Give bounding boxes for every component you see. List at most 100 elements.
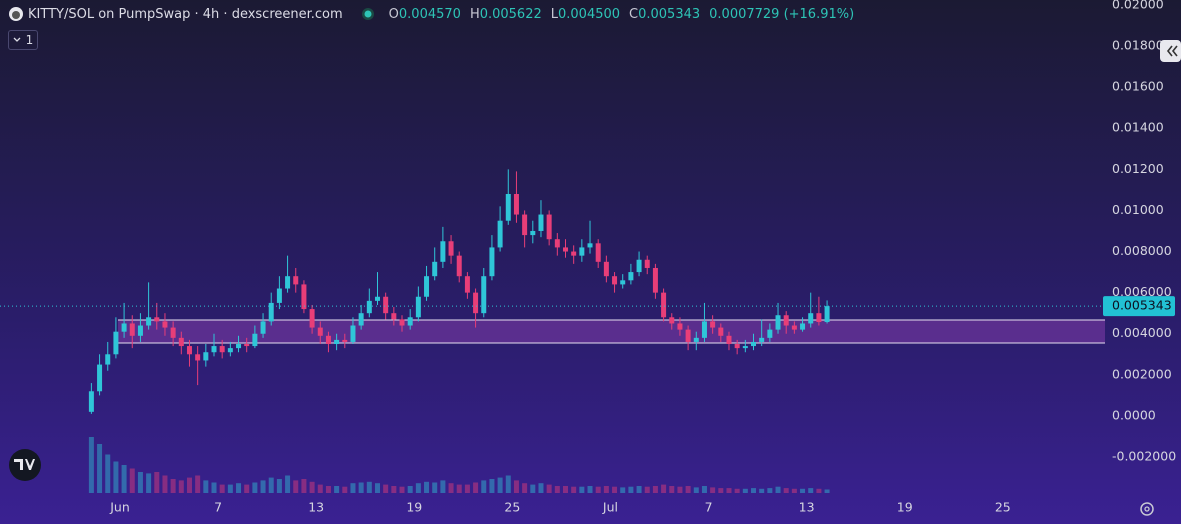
volume-bar [317,484,323,493]
volume-bar [137,472,143,493]
high-value: 0.005622 [479,6,542,22]
volume-bar [636,486,642,493]
y-tick-label: 0.004000 [1112,325,1172,340]
candle-body [186,346,192,355]
candle-body [448,241,454,256]
candle-body [366,300,372,314]
candle-body [620,280,626,285]
volume-bar [783,488,789,493]
volume-bar [424,481,430,493]
candle-body [309,309,315,328]
volume-bar [374,483,380,493]
candle-body [293,276,299,285]
candle-body [824,306,830,323]
x-tick-label: 19 [406,500,422,515]
volume-bar [276,479,282,493]
candle-body [759,337,765,342]
volume-bar [285,475,291,493]
volume-bar [481,480,487,493]
candle-body [661,292,667,318]
volume-bar [407,486,413,493]
candle-body [342,339,348,342]
candle-body [391,313,397,320]
y-tick-label: 0.006000 [1112,284,1172,299]
candle-body [595,243,601,262]
candle-body [775,315,781,330]
candle-body [481,276,487,314]
close-value: 0.005343 [638,6,701,22]
volume-bar [391,486,397,493]
candle-body [88,391,94,412]
x-tick-label: 13 [799,500,815,515]
volume-bar [652,486,658,493]
indicator-toggle[interactable]: 1 [8,30,38,50]
candle-body [432,261,438,277]
volume-bar [366,481,372,493]
candle-body [734,344,740,349]
volume-bar [464,484,470,493]
volume-bar [260,480,266,493]
volume-bar [440,480,446,493]
candle-body [236,344,242,349]
candle-body [244,344,250,347]
volume-bar [268,477,274,493]
candle-body [105,354,111,365]
price-label-bg [1103,296,1175,317]
volume-bar [612,486,618,493]
y-tick-label: 0.002000 [1112,366,1172,381]
candle-body [399,319,405,326]
volume-bar [325,486,331,493]
volume-bar [358,482,364,493]
volume-bar [759,488,765,493]
volume-bar [701,486,707,493]
candle-body [497,220,503,248]
candle-body [154,317,160,322]
chevron [13,37,21,42]
candle-body [808,313,814,324]
volume-bar [219,484,225,493]
volume-bar [227,484,233,493]
x-tick-label: 7 [214,500,222,515]
settings-icon[interactable] [1140,502,1154,516]
volume-bar [775,486,781,493]
volume-bar [113,461,119,493]
zone-band [118,319,1105,343]
volume-bar [301,479,307,493]
candle-body [767,329,773,338]
volume-bar [513,480,519,493]
candle-body [669,317,675,324]
volume-bar [448,483,454,493]
tv-logo[interactable] [9,449,41,481]
candle-body [726,335,732,345]
y-tick-label: 0.01800 [1112,38,1164,53]
x-tick-label: 13 [308,500,324,515]
pair-title: KITTY/SOL on PumpSwap · 4h · dexscreener… [28,6,343,22]
candle-body [260,321,266,334]
candle-body [456,255,462,277]
indicator-count: 1 [25,33,34,47]
candle-body [742,346,748,349]
candle-body [383,296,389,314]
collapse-button[interactable] [1160,40,1181,62]
status-dot [361,8,374,20]
volume-bar [178,480,184,493]
volume-bar [309,481,315,493]
y-tick-label: 0.01000 [1112,202,1164,217]
candle-body [562,247,568,252]
volume-bar [334,486,340,493]
candle-body [751,341,757,347]
candle-body [718,327,724,336]
volume-bar [710,487,716,493]
candle-body [464,276,470,293]
candle-body [628,272,634,281]
volume-bar [456,484,462,493]
volume-bar [661,484,667,493]
candle-body [170,327,176,338]
volume-bar [530,484,536,493]
volume-bar [432,482,438,493]
volume-bar [718,488,724,493]
volume-bar [383,484,389,493]
volume-bar [734,488,740,493]
volume-bar [603,486,609,493]
